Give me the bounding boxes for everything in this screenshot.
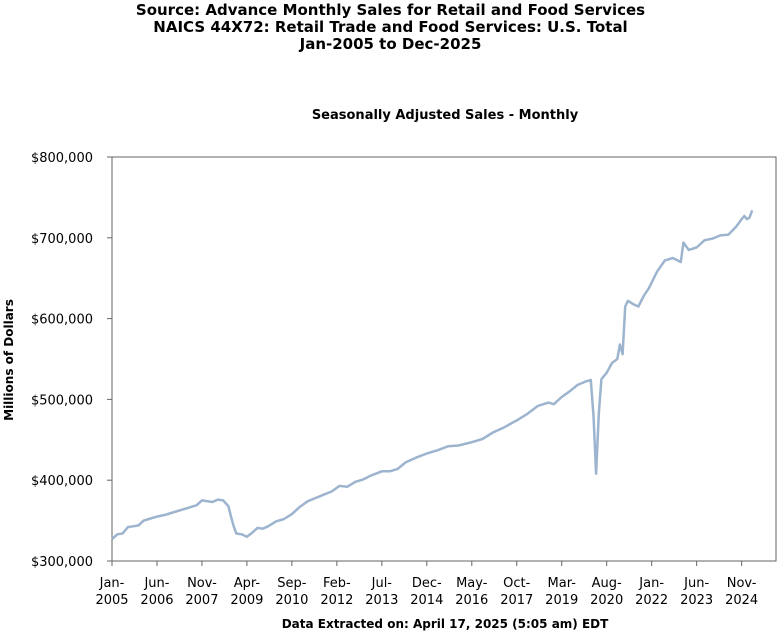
x-tick-label: Jun-2006 xyxy=(140,576,173,608)
chart-subtitle: Seasonally Adjusted Sales - Monthly xyxy=(311,108,579,123)
chart-date-range: Jan-2005 to Dec-2025 xyxy=(299,35,482,53)
data-extracted-footer: Data Extracted on: April 17, 2025 (5:05 … xyxy=(281,617,609,631)
x-tick-label: Oct-2017 xyxy=(500,576,533,608)
chart-source-title: Source: Advance Monthly Sales for Retail… xyxy=(135,1,646,19)
x-tick-label: Apr-2009 xyxy=(230,576,263,608)
x-tick-label: Feb-2012 xyxy=(320,576,353,608)
x-tick-label: Mar-2019 xyxy=(545,576,578,608)
y-tick-label: $400,000 xyxy=(31,474,93,489)
x-tick-label: Jan-2022 xyxy=(635,576,668,608)
y-tick-label: $500,000 xyxy=(31,393,93,408)
y-tick-label: $600,000 xyxy=(31,313,93,328)
x-tick-label: Dec-2014 xyxy=(410,576,443,608)
x-tick-label: Jan-2005 xyxy=(95,576,128,608)
x-tick-label: Nov-2007 xyxy=(185,576,218,608)
y-tick-label: $800,000 xyxy=(31,151,93,166)
x-tick-label: Aug-2020 xyxy=(590,576,623,608)
plot-frame xyxy=(111,156,777,562)
x-tick-label: Jun-2023 xyxy=(680,576,713,608)
x-tick-label: Sep-2010 xyxy=(275,576,308,608)
x-tick-label: Nov-2024 xyxy=(725,576,758,608)
y-tick-label: $300,000 xyxy=(31,555,93,570)
x-tick-label: May-2016 xyxy=(455,576,488,608)
sales-series-line xyxy=(111,209,754,541)
x-tick-label: Jul-2013 xyxy=(365,576,398,608)
y-tick-label: $700,000 xyxy=(31,232,93,247)
chart-series-title: NAICS 44X72: Retail Trade and Food Servi… xyxy=(153,18,628,36)
